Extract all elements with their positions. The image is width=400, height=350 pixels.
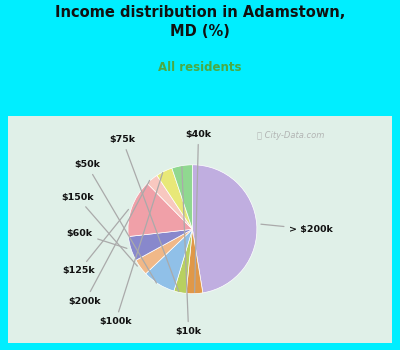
Text: $125k: $125k bbox=[62, 209, 128, 275]
Text: $150k: $150k bbox=[61, 193, 137, 266]
Wedge shape bbox=[128, 183, 192, 237]
Wedge shape bbox=[146, 229, 192, 291]
Wedge shape bbox=[157, 168, 192, 229]
Wedge shape bbox=[174, 229, 192, 293]
Text: All residents: All residents bbox=[158, 61, 242, 74]
Wedge shape bbox=[192, 165, 257, 293]
FancyBboxPatch shape bbox=[0, 111, 400, 348]
Wedge shape bbox=[136, 229, 192, 274]
Wedge shape bbox=[128, 229, 192, 260]
Wedge shape bbox=[147, 175, 192, 229]
Text: $100k: $100k bbox=[99, 173, 163, 326]
Text: $50k: $50k bbox=[74, 160, 156, 283]
Text: $60k: $60k bbox=[66, 229, 127, 248]
Text: $40k: $40k bbox=[186, 130, 212, 292]
Text: $200k: $200k bbox=[69, 180, 150, 306]
Text: > $200k: > $200k bbox=[261, 224, 333, 234]
Wedge shape bbox=[172, 165, 192, 229]
Text: $10k: $10k bbox=[176, 167, 202, 336]
Text: ⓘ City-Data.com: ⓘ City-Data.com bbox=[257, 131, 324, 140]
Text: Income distribution in Adamstown,
MD (%): Income distribution in Adamstown, MD (%) bbox=[55, 5, 345, 39]
Wedge shape bbox=[186, 229, 203, 294]
Text: $75k: $75k bbox=[110, 135, 179, 292]
